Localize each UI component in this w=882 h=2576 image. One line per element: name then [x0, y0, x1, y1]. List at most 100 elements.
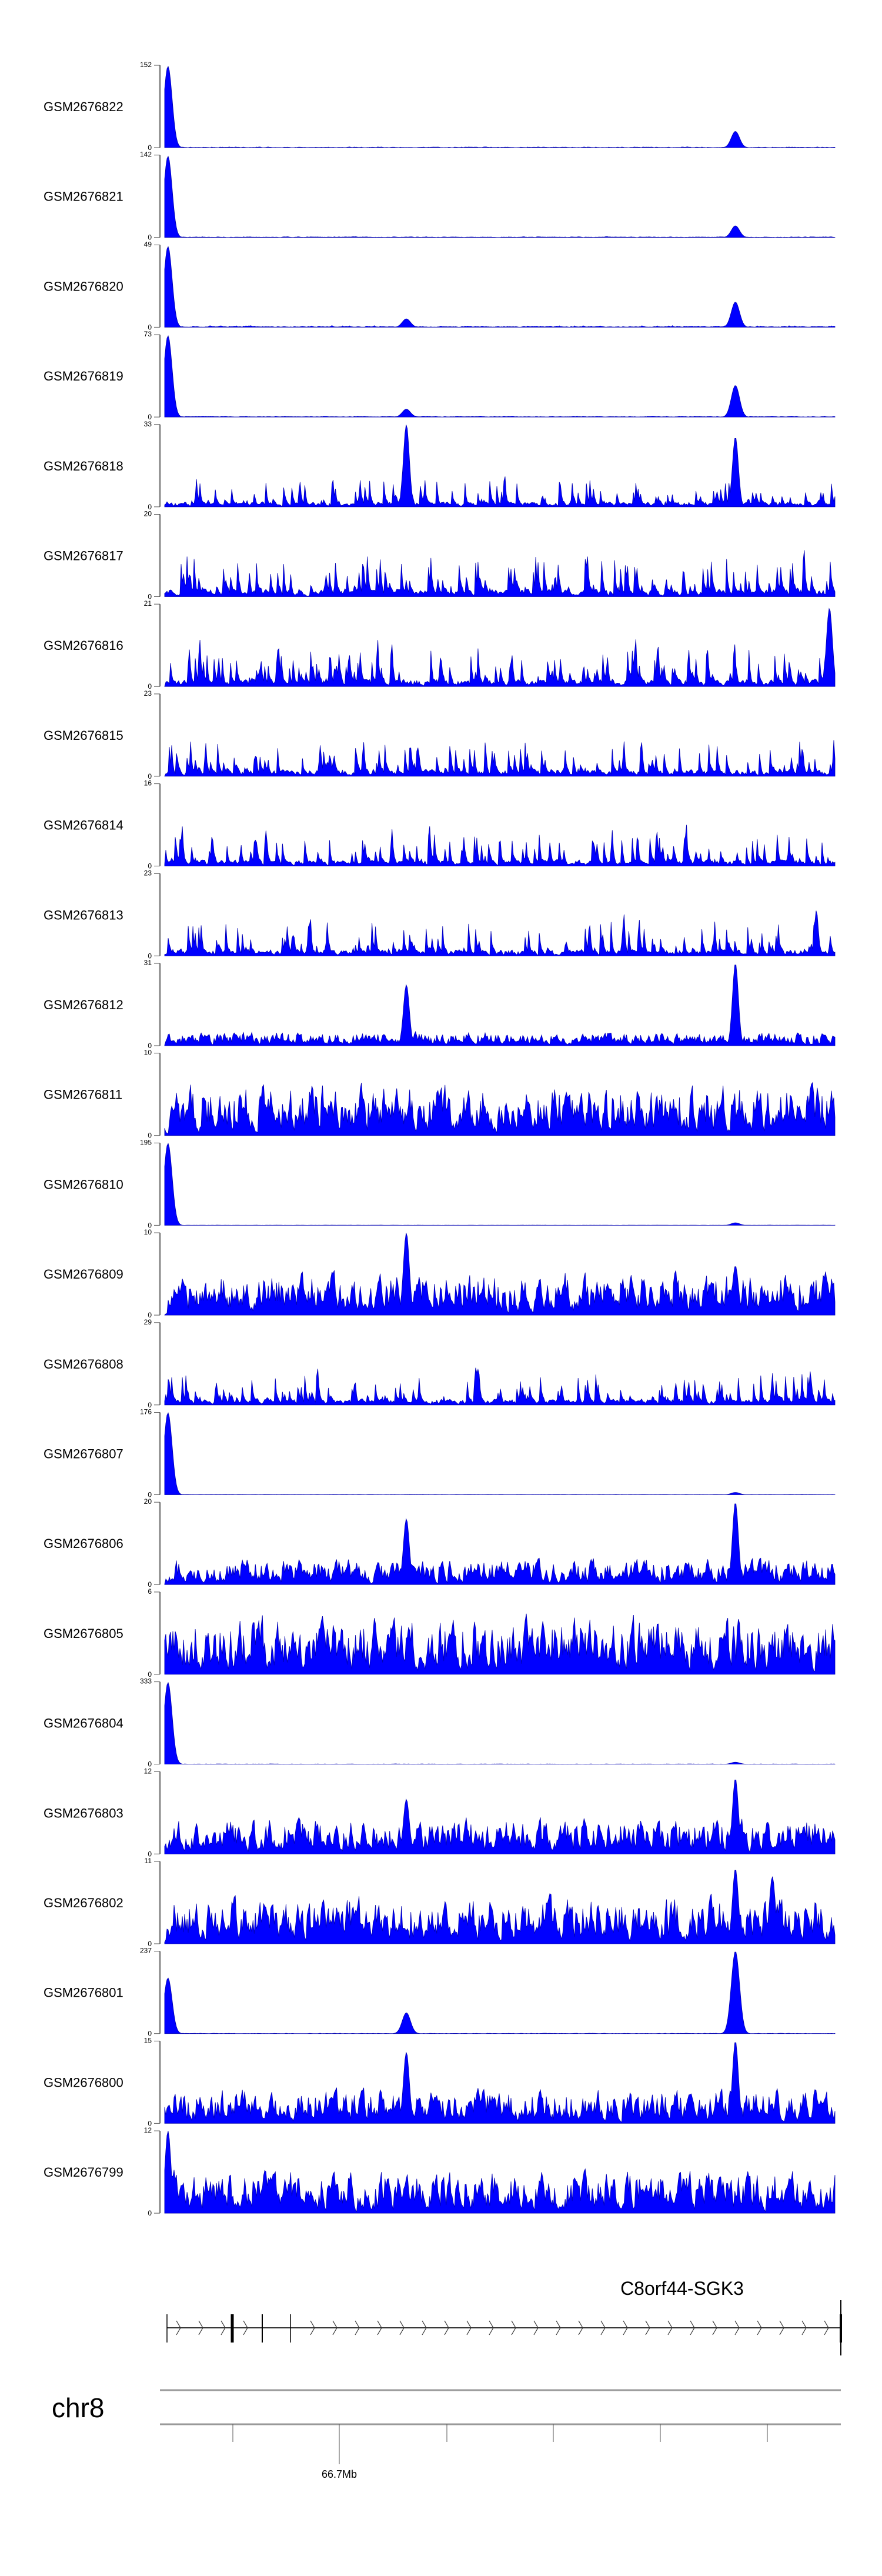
coverage-area	[164, 910, 836, 956]
track-GSM2676801: GSM2676801 237 0	[44, 1947, 836, 2038]
track-label: GSM2676814	[44, 818, 123, 833]
track-GSM2676799: GSM2676799 12 0	[44, 2126, 836, 2217]
coverage-area	[164, 1412, 836, 1495]
track-GSM2676804: GSM2676804 333 0	[44, 1677, 836, 1769]
track-label: GSM2676817	[44, 549, 123, 563]
strand-chevron	[489, 2320, 494, 2335]
coverage-tracks: GSM26768221520GSM26768211420GSM267682049…	[44, 61, 836, 2217]
coverage-area	[164, 1503, 836, 1585]
coverage-area	[164, 1870, 836, 1944]
track-label: GSM2676819	[44, 369, 123, 383]
y-max-label: 12	[144, 2126, 152, 2134]
coverage-area	[164, 2131, 836, 2214]
coverage-area	[164, 155, 836, 238]
y-zero-label: 0	[148, 2119, 152, 2127]
track-label: GSM2676804	[44, 1716, 123, 1731]
y-zero-label: 0	[148, 1311, 152, 1319]
strand-chevron	[734, 2320, 740, 2335]
y-max-label: 29	[144, 1318, 152, 1326]
strand-chevron	[444, 2320, 449, 2335]
track-label: GSM2676805	[44, 1626, 123, 1641]
y-zero-label: 0	[148, 1760, 152, 1769]
y-zero-label: 0	[148, 1491, 152, 1499]
strand-chevron	[824, 2320, 829, 2335]
y-zero-label: 0	[148, 1940, 152, 1948]
y-max-label: 142	[140, 151, 152, 159]
y-max-label: 20	[144, 1497, 152, 1506]
strand-chevron	[198, 2320, 203, 2335]
strand-chevron	[399, 2320, 405, 2335]
track-GSM2676811: GSM2676811 10 0	[44, 1049, 836, 1140]
axis-tick-label: 66.7Mb	[322, 2468, 357, 2480]
y-max-label: 23	[144, 869, 152, 877]
y-max-label: 33	[144, 420, 152, 428]
y-max-label: 49	[144, 240, 152, 248]
y-max-label: 6	[148, 1587, 152, 1596]
chromosome-label: chr8	[52, 2393, 104, 2423]
track-label: GSM2676815	[44, 728, 123, 743]
coverage-area	[164, 965, 836, 1046]
strand-chevron	[600, 2320, 606, 2335]
coverage-area	[164, 65, 836, 148]
coverage-area	[164, 1780, 836, 1854]
track-GSM2676821: GSM2676821 142 0	[44, 151, 836, 242]
y-zero-label: 0	[148, 682, 152, 690]
coverage-area	[164, 550, 836, 597]
track-GSM2676805: GSM2676805 6 0	[44, 1587, 836, 1679]
strand-chevron	[533, 2320, 539, 2335]
coverage-area	[164, 2042, 836, 2124]
y-max-label: 237	[140, 1947, 152, 1955]
strand-chevron	[801, 2320, 807, 2335]
y-max-label: 20	[144, 510, 152, 518]
track-GSM2676808: GSM2676808 29 0	[44, 1318, 836, 1409]
y-zero-label: 0	[148, 2209, 152, 2217]
y-zero-label: 0	[148, 144, 152, 152]
y-max-label: 10	[144, 1228, 152, 1236]
y-max-label: 195	[140, 1138, 152, 1146]
strand-chevron	[466, 2320, 472, 2335]
track-label: GSM2676799	[44, 2165, 123, 2180]
track-GSM2676819: GSM2676819 73 0	[44, 330, 836, 421]
track-GSM2676802: GSM2676802 11 0	[44, 1857, 836, 1948]
coverage-area	[164, 1082, 836, 1136]
track-label: GSM2676808	[44, 1357, 123, 1372]
y-zero-label: 0	[148, 1132, 152, 1140]
strand-chevron	[220, 2320, 226, 2335]
track-label: GSM2676803	[44, 1806, 123, 1820]
strand-chevron	[690, 2320, 695, 2335]
y-zero-label: 0	[148, 233, 152, 242]
track-GSM2676809: GSM2676809 10 0	[44, 1228, 836, 1319]
y-zero-label: 0	[148, 413, 152, 421]
track-label: GSM2676806	[44, 1536, 123, 1551]
coverage-area	[164, 335, 836, 418]
strand-chevron	[578, 2320, 583, 2335]
strand-chevron	[779, 2320, 784, 2335]
coverage-area	[164, 1951, 836, 2034]
y-zero-label: 0	[148, 1042, 152, 1050]
track-GSM2676815: GSM2676815 23 0	[44, 689, 836, 780]
strand-chevron	[556, 2320, 561, 2335]
track-GSM2676812: GSM2676812 31 0	[44, 959, 836, 1050]
track-label: GSM2676822	[44, 99, 123, 114]
y-max-label: 333	[140, 1677, 152, 1686]
y-zero-label: 0	[148, 2030, 152, 2038]
track-label: GSM2676800	[44, 2075, 123, 2090]
strand-chevron	[377, 2320, 382, 2335]
track-label: GSM2676821	[44, 189, 123, 204]
track-GSM2676814: GSM2676814 16 0	[44, 779, 836, 870]
y-zero-label: 0	[148, 1670, 152, 1679]
y-zero-label: 0	[148, 1580, 152, 1589]
y-max-label: 16	[144, 779, 152, 788]
strand-chevron	[310, 2320, 315, 2335]
track-label: GSM2676813	[44, 907, 123, 922]
y-zero-label: 0	[148, 323, 152, 331]
track-label: GSM2676818	[44, 459, 123, 473]
track-label: GSM2676820	[44, 279, 123, 293]
y-zero-label: 0	[148, 1850, 152, 1858]
coverage-area	[164, 1613, 836, 1675]
gene-label: C8orf44-SGK3	[620, 2278, 744, 2299]
track-GSM2676803: GSM2676803 12 0	[44, 1767, 836, 1858]
y-max-label: 23	[144, 689, 152, 698]
track-GSM2676822: GSM2676822 152 0	[44, 61, 836, 152]
